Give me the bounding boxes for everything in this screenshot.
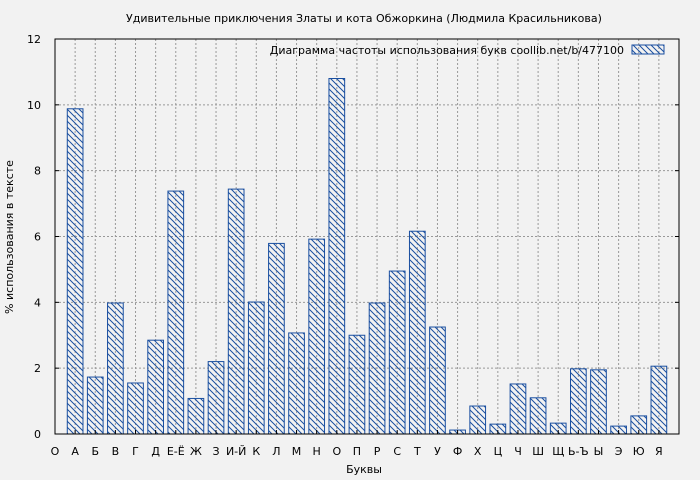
x-tick-label: Ю <box>633 445 645 458</box>
bar <box>509 383 527 435</box>
legend: Диаграмма частоты использования букв coo… <box>270 44 665 57</box>
x-tick-label: Ц <box>494 445 503 458</box>
y-tick-label: 4 <box>34 296 41 309</box>
x-tick-label: С <box>393 445 401 458</box>
bar <box>348 334 366 435</box>
x-tick-label: Х <box>474 445 482 458</box>
bar <box>429 326 446 435</box>
y-axis: 0 2 4 6 8 10 12 <box>27 33 679 441</box>
y-tick-label: 12 <box>27 33 41 46</box>
bar <box>529 397 547 435</box>
bar <box>308 238 326 435</box>
x-tick-label: Ж <box>190 445 202 458</box>
bar <box>167 190 185 435</box>
x-tick-label: Ь-Ъ <box>568 445 589 458</box>
y-tick-label: 10 <box>27 99 41 112</box>
x-tick-label: А <box>71 445 79 458</box>
bar <box>570 368 587 435</box>
x-tick-label: Э <box>615 445 623 458</box>
x-axis-label: Буквы <box>346 463 382 476</box>
x-tick-label: Щ <box>552 445 564 458</box>
x-tick-label: Я <box>655 445 663 458</box>
legend-swatch <box>631 44 665 55</box>
bar <box>288 332 305 435</box>
x-tick-label: Е-Ё <box>167 445 185 458</box>
bar <box>590 369 607 435</box>
x-tick-label: И-Й <box>226 445 246 458</box>
x-tick-label: М <box>292 445 302 458</box>
bar <box>469 405 487 435</box>
x-tick-label: К <box>252 445 260 458</box>
bar <box>107 302 124 435</box>
y-tick-label: 6 <box>34 231 41 244</box>
bars <box>66 78 668 435</box>
bar <box>650 365 668 435</box>
x-tick-label: О <box>332 445 341 458</box>
bar <box>388 270 406 435</box>
x-tick-label: Т <box>413 445 421 458</box>
bar <box>86 376 104 435</box>
x-tick-label: Ш <box>532 445 544 458</box>
y-tick-label: 8 <box>34 165 41 178</box>
x-tick-label: У <box>434 445 441 458</box>
bar <box>328 78 346 435</box>
bar <box>268 242 285 435</box>
bar <box>127 382 144 435</box>
x-tick-label: Ч <box>514 445 522 458</box>
bar <box>187 397 205 435</box>
bar <box>247 301 265 435</box>
x-tick-label: Ф <box>453 445 462 458</box>
x-tick-label: З <box>213 445 220 458</box>
bar <box>368 302 386 435</box>
x-tick-label: В <box>112 445 120 458</box>
x-tick-label: О <box>51 445 60 458</box>
legend-label: Диаграмма частоты использования букв coo… <box>270 44 624 57</box>
bar <box>66 108 84 435</box>
x-tick-label: Р <box>374 445 381 458</box>
y-tick-label: 2 <box>34 362 41 375</box>
x-tick-label: Д <box>151 445 160 458</box>
y-tick-label: 0 <box>34 428 41 441</box>
x-tick-label: Б <box>91 445 99 458</box>
bar <box>408 230 426 435</box>
x-tick-label: Ы <box>594 445 604 458</box>
x-tick-label: Л <box>272 445 280 458</box>
y-axis-label: % использования в тексте <box>3 160 16 314</box>
bar <box>147 339 164 435</box>
x-tick-label: Н <box>313 445 321 458</box>
bar <box>227 188 245 435</box>
x-tick-label: Г <box>132 445 139 458</box>
x-tick-label: П <box>353 445 361 458</box>
bar <box>207 361 225 435</box>
x-axis: О А Б В Г Д Е-Ё Ж З И-Й К Л М Н О П Р С Т У Ф Х Ц Ч Ш Щ Ь-Ъ Ы Э Ю Я <box>51 430 663 458</box>
chart-title: Удивительные приключения Златы и кота Об… <box>126 12 602 25</box>
